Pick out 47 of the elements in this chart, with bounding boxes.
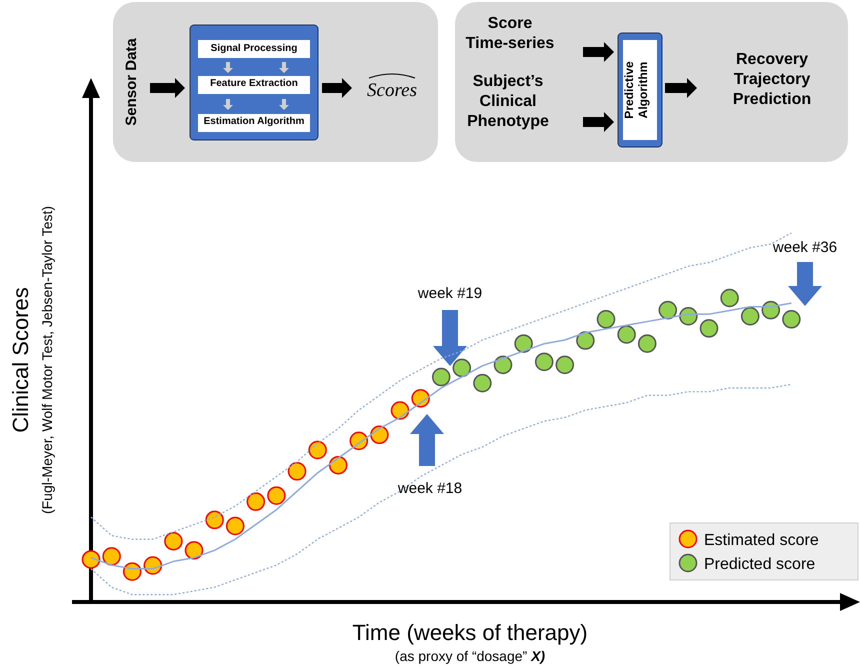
text: Recovery Trajectory Prediction [732,51,812,108]
text: (as proxy of “dosage” X) [394,648,546,664]
text: Predictive Algorithm [622,61,650,119]
point [740,306,760,326]
point [720,288,739,308]
point [576,331,595,350]
point [658,300,678,320]
legend-label: Predicted score [704,556,816,573]
point [102,547,121,566]
point [184,541,204,560]
legend-label: Estimated score [704,532,819,549]
annotation: week #36 [772,239,838,256]
point [700,319,718,338]
text: Scores [367,80,417,101]
point [370,426,389,444]
point [617,325,636,344]
point [494,356,512,374]
text: Estimation Algorithm [204,116,304,127]
point [782,310,801,329]
point [596,310,616,329]
point [390,401,410,420]
point [556,356,574,374]
point [267,486,286,505]
y-axis-title: Clinical Scores [8,287,33,433]
text: Score Time-series [466,15,554,52]
point [452,358,472,378]
text: Feature Extraction [210,78,298,89]
point [473,374,492,392]
text: (Fugl-Meyer, Wolf Motor Test, Jebsen-Taylor Test) [39,206,55,514]
text: Signal Processing [210,43,298,54]
point [246,492,266,511]
point [432,368,450,386]
point [534,352,554,372]
text: Subject’s Clinical Phenotype [467,73,549,130]
point [514,334,533,353]
point [82,550,100,569]
annotation: week #18 [396,480,462,497]
point [205,510,224,530]
point [164,532,183,550]
point [288,462,306,481]
annotation: week #19 [416,285,482,302]
text: Sensor Data [123,38,140,126]
point [226,516,244,536]
x-axis-title: Time (weeks of therapy) [352,620,588,645]
point [308,440,327,460]
point [328,456,348,474]
point [638,334,656,353]
